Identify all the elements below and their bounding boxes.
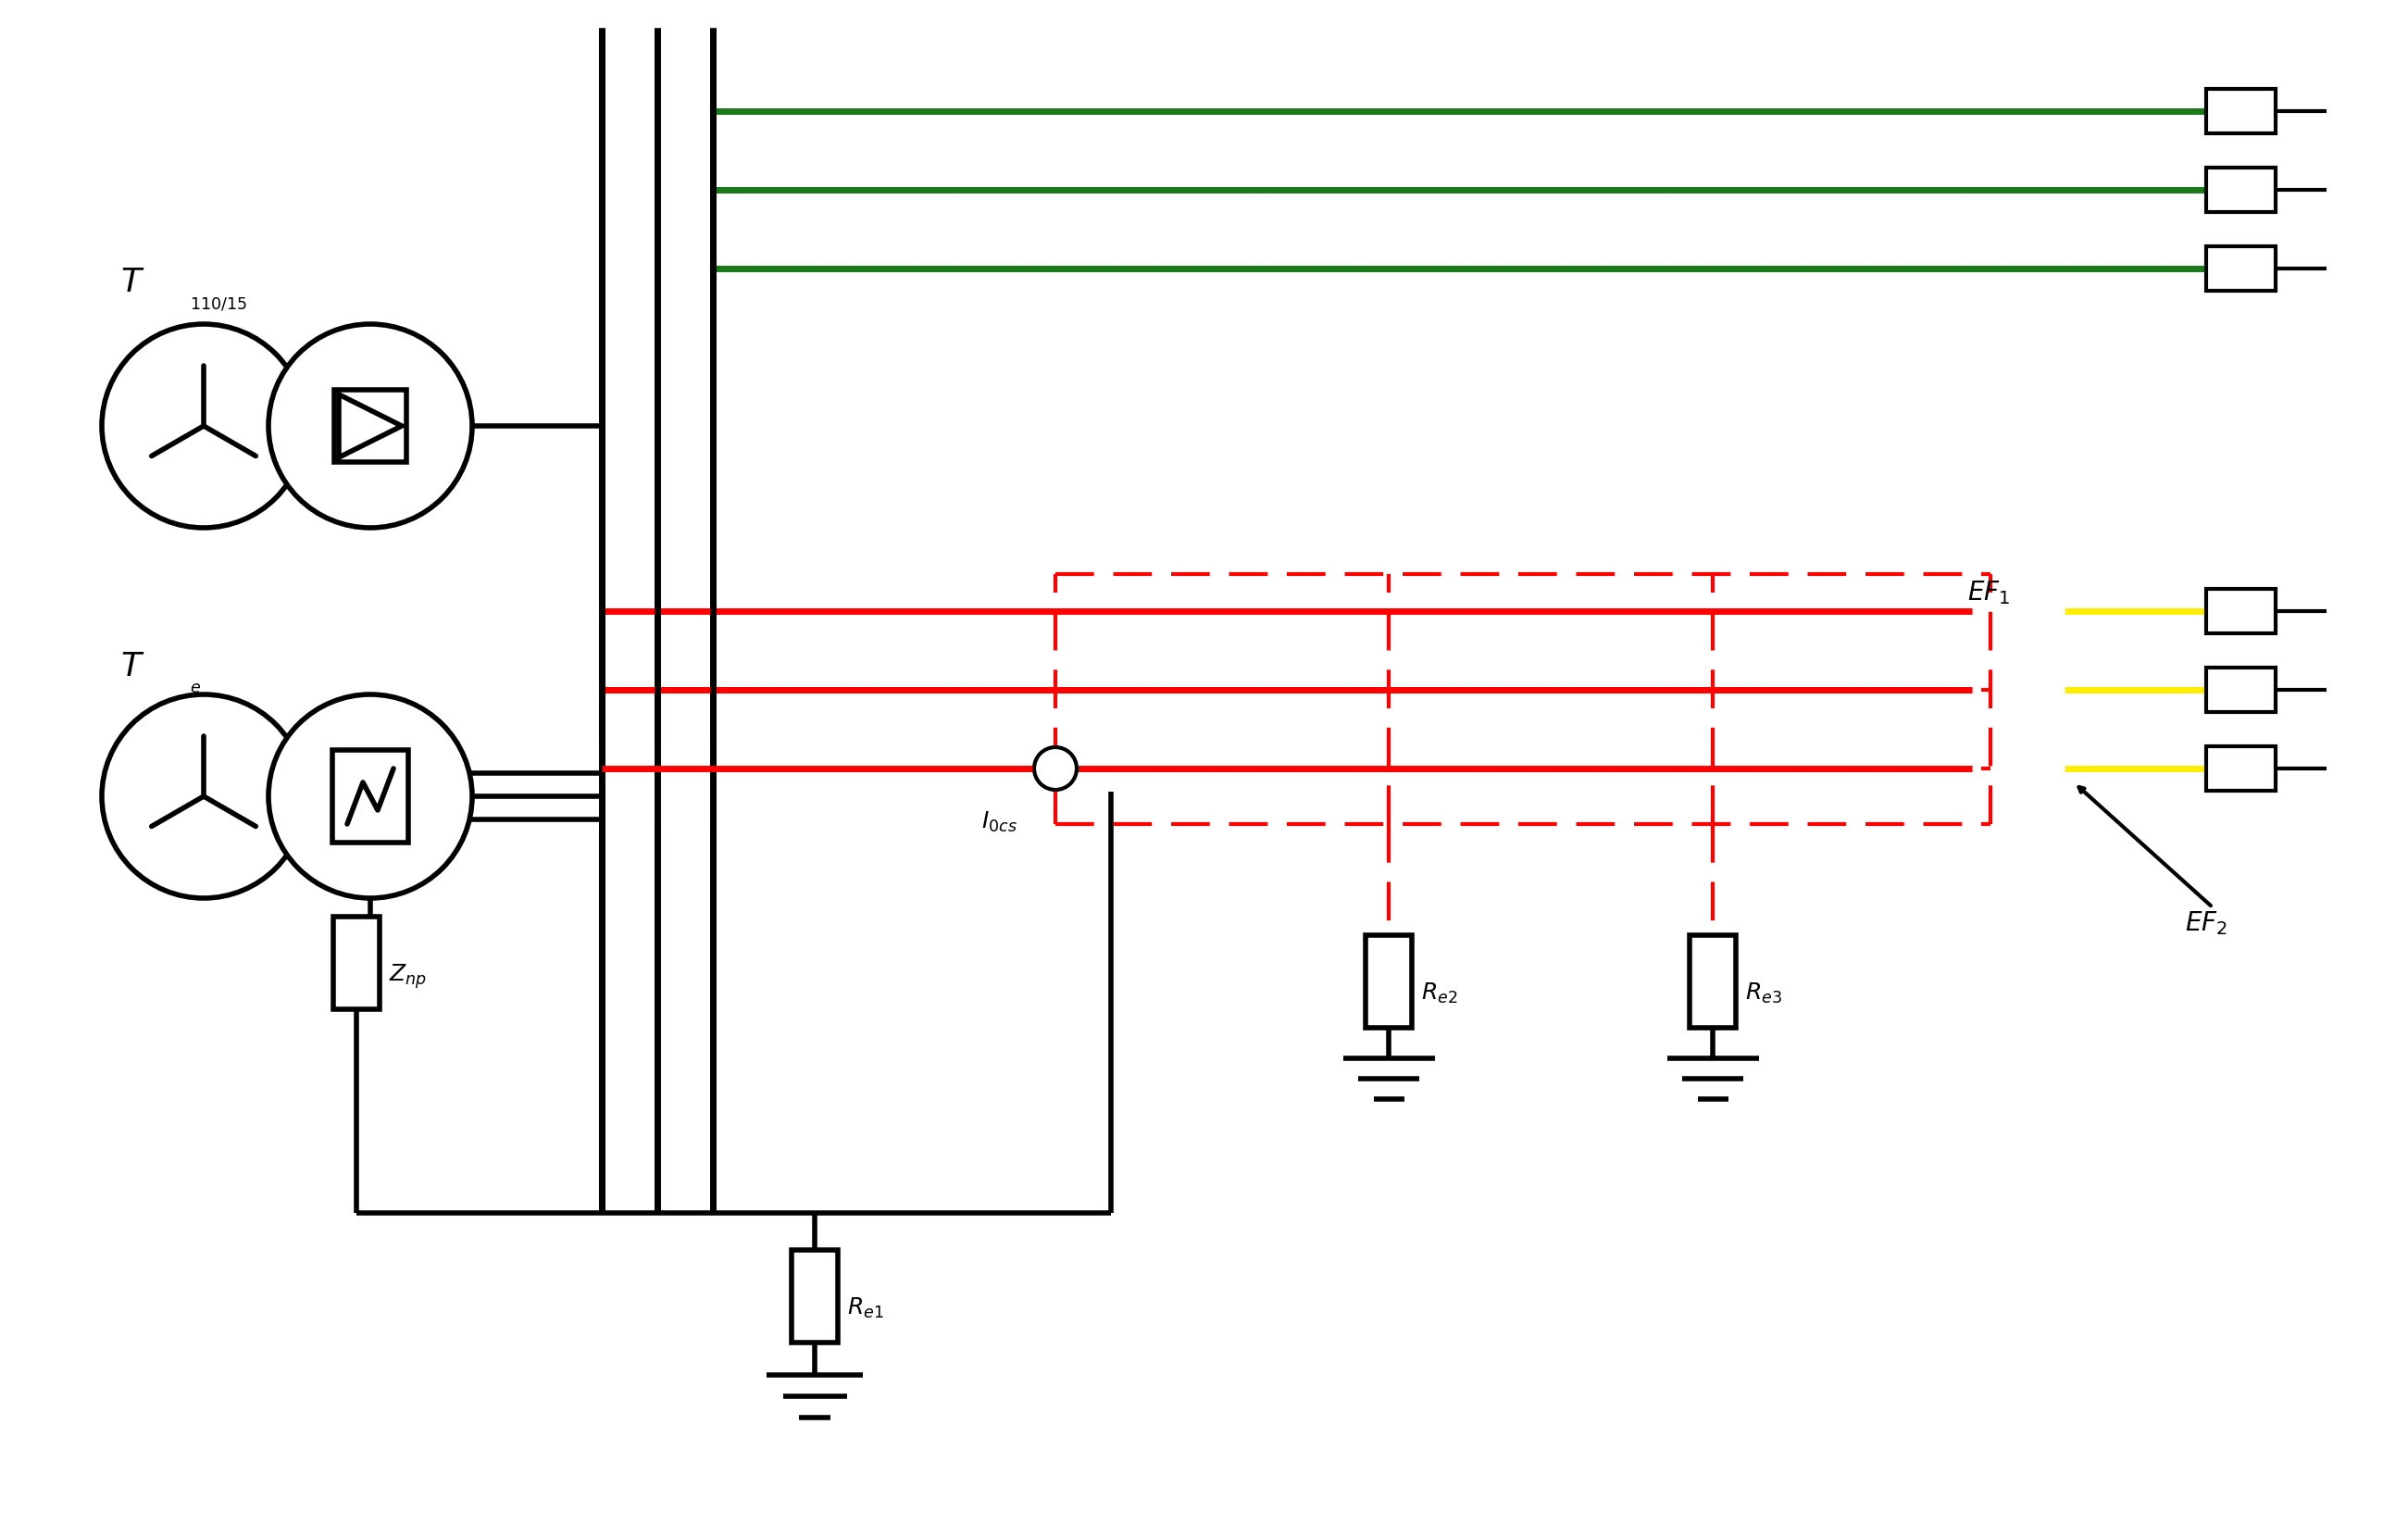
Circle shape (267, 695, 472, 898)
Text: $T$: $T$ (120, 266, 144, 298)
Bar (332, 916, 380, 1010)
Text: $R_{e3}$: $R_{e3}$ (1746, 982, 1782, 1005)
Bar (332, 750, 409, 842)
Text: $_e$: $_e$ (190, 673, 202, 696)
Text: $Z_{np}$: $Z_{np}$ (388, 962, 426, 991)
Circle shape (101, 695, 306, 898)
Circle shape (267, 324, 472, 527)
Bar (2206, 246, 2276, 290)
Text: $R_{e1}$: $R_{e1}$ (848, 1296, 884, 1320)
Bar (1690, 934, 1736, 1028)
Circle shape (101, 324, 306, 527)
Text: $EF_1$: $EF_1$ (1967, 579, 2011, 606)
Bar (2206, 589, 2276, 633)
Bar (335, 390, 407, 463)
Bar (2206, 168, 2276, 212)
Text: $T$: $T$ (120, 650, 144, 682)
Bar (2206, 89, 2276, 134)
Text: $_{110/15}$: $_{110/15}$ (190, 290, 248, 314)
Text: $EF_2$: $EF_2$ (2184, 910, 2227, 938)
Bar (2206, 747, 2276, 790)
Text: $R_{e2}$: $R_{e2}$ (1421, 982, 1457, 1005)
Bar (1365, 934, 1411, 1028)
Bar (792, 1250, 838, 1342)
Bar (2206, 667, 2276, 712)
Text: $I_{0cs}$: $I_{0cs}$ (982, 810, 1016, 835)
Circle shape (1033, 747, 1076, 790)
